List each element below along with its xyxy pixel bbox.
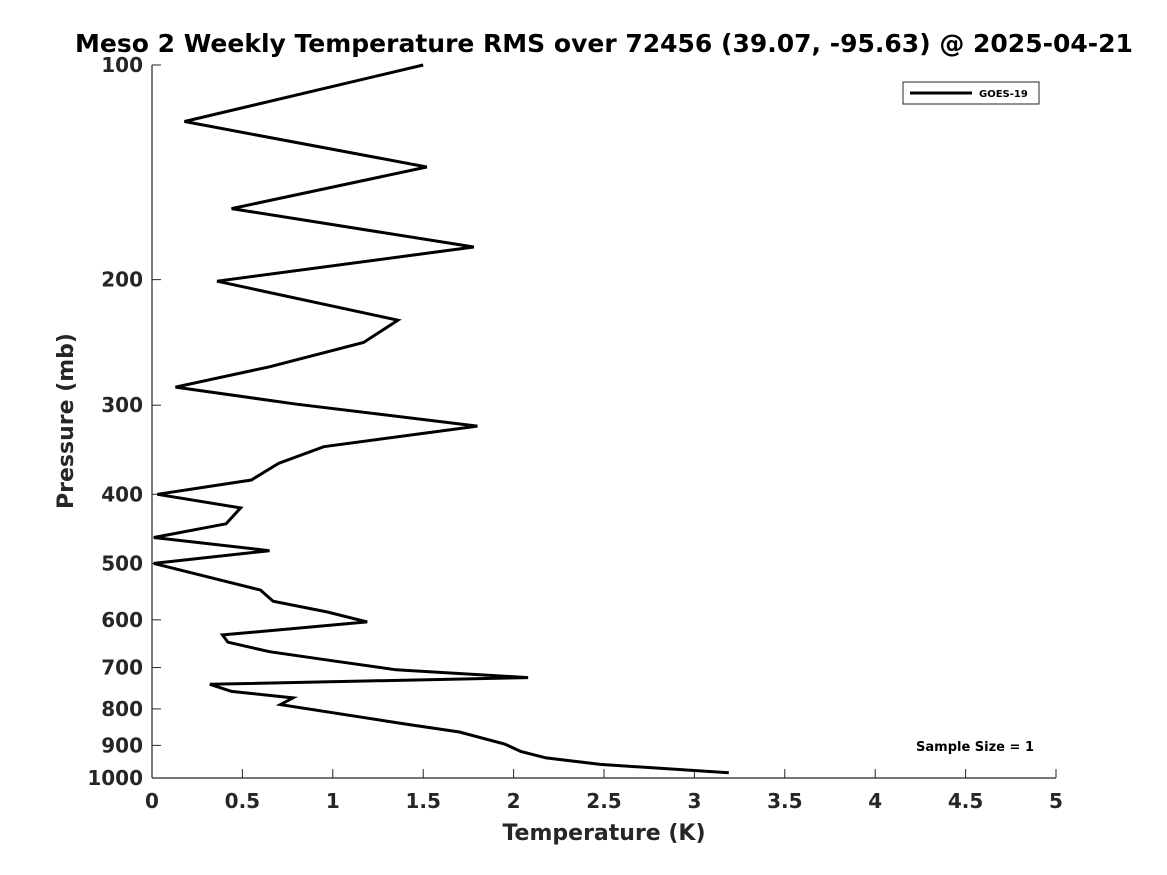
y-tick-label: 700 bbox=[101, 656, 143, 680]
series-layer bbox=[153, 63, 729, 775]
y-tick-label: 100 bbox=[101, 53, 143, 77]
x-tick-label: 3 bbox=[687, 789, 701, 813]
y-tick-label: 300 bbox=[101, 393, 143, 417]
x-tick-label: 2.5 bbox=[586, 789, 621, 813]
x-tick-label: 5 bbox=[1049, 789, 1063, 813]
chart-title: Meso 2 Weekly Temperature RMS over 72456… bbox=[75, 29, 1133, 58]
x-tick-label: 2 bbox=[507, 789, 521, 813]
x-tick-label: 3.5 bbox=[767, 789, 802, 813]
legend-entry-goes-19: GOES-19 bbox=[979, 89, 1028, 100]
y-tick-label: 900 bbox=[101, 733, 143, 757]
x-axis-label: Temperature (K) bbox=[502, 821, 705, 846]
plot-axes bbox=[151, 65, 1056, 779]
y-tick-label: 600 bbox=[101, 608, 143, 632]
y-tick-label: 400 bbox=[101, 482, 143, 506]
x-axis-ticks: 0 0.5 1 1.5 2 2.5 3 3.5 4 4.5 5 bbox=[145, 769, 1063, 813]
x-tick-label: 0.5 bbox=[225, 789, 260, 813]
y-tick-label: 500 bbox=[101, 551, 143, 575]
y-tick-label: 1000 bbox=[87, 766, 143, 790]
x-tick-label: 1 bbox=[326, 789, 340, 813]
y-tick-label: 800 bbox=[101, 697, 143, 721]
x-tick-label: 4.5 bbox=[948, 789, 983, 813]
x-tick-label: 1.5 bbox=[405, 789, 440, 813]
sample-size-annotation: Sample Size = 1 bbox=[916, 740, 1034, 755]
x-tick-label: 0 bbox=[145, 789, 159, 813]
y-tick-label: 200 bbox=[101, 268, 143, 292]
series-line-goes-19 bbox=[153, 63, 729, 775]
y-axis-label: Pressure (mb) bbox=[54, 333, 79, 509]
x-tick-label: 4 bbox=[868, 789, 882, 813]
legend: GOES-19 bbox=[902, 81, 1040, 105]
y-axis-ticks: 100 200 300 400 500 600 700 800 900 1000 bbox=[87, 53, 161, 790]
